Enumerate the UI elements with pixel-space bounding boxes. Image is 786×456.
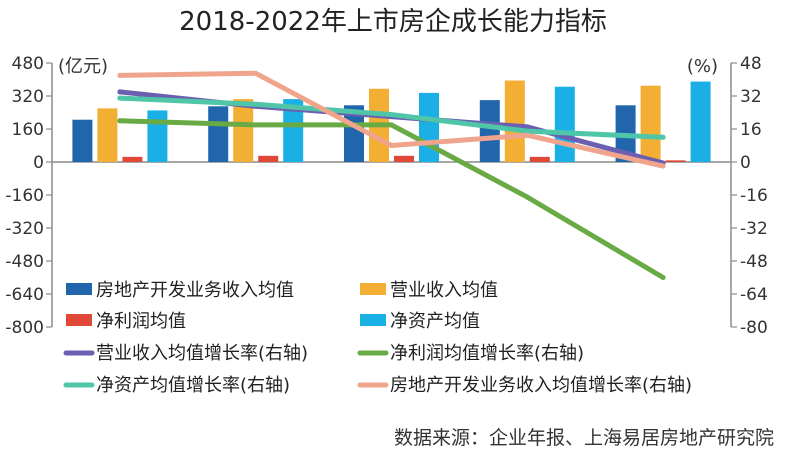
left-tick-label: -800 xyxy=(5,318,44,338)
bar-series-4-2020 xyxy=(419,92,439,162)
line-point-4-2021 xyxy=(524,132,530,138)
bar-series-1-2020 xyxy=(344,105,364,162)
source-note: 数据来源：企业年报、上海易居房地产研究院 xyxy=(394,427,774,449)
left-tick-label: 0 xyxy=(33,153,44,173)
right-tick-label: 48 xyxy=(740,54,762,74)
bar-series-1-2021 xyxy=(479,100,500,162)
bar-series-2-2019 xyxy=(233,99,254,162)
bar-series-4-2019 xyxy=(283,99,304,162)
left-axis-unit: (亿元) xyxy=(58,56,108,77)
right-tick-label: 0 xyxy=(740,153,751,173)
right-tick-label: -80 xyxy=(740,318,768,338)
line-point-3-2020 xyxy=(389,112,394,118)
legend-swatch-bar-3 xyxy=(66,314,92,326)
legend-swatch-bar-2 xyxy=(360,283,386,295)
lines-group xyxy=(117,70,666,280)
right-axis-unit: (%) xyxy=(687,56,718,77)
line-point-4-2020 xyxy=(389,143,394,148)
left-tick-label: 480 xyxy=(12,54,44,74)
right-tick-label: 16 xyxy=(740,120,762,140)
line-point-4-2018 xyxy=(117,72,123,78)
line-point-3-2021 xyxy=(524,128,530,134)
bar-series-3-2020 xyxy=(394,155,414,162)
line-point-3-2019 xyxy=(253,101,259,107)
bar-series-1-2018 xyxy=(72,119,93,162)
legend-label-bar-3: 净利润均值 xyxy=(96,311,186,332)
bar-series-4-2021 xyxy=(554,86,575,162)
left-tick-label: -320 xyxy=(5,219,44,239)
bar-series-2-2018 xyxy=(97,108,118,162)
legend-label-bar-1: 房地产开发业务收入均值 xyxy=(96,280,294,301)
line-point-2-2022 xyxy=(660,275,666,280)
legend-label-line-2: 净利润均值增长率(右轴) xyxy=(390,343,584,364)
bar-series-4-2018 xyxy=(147,110,168,162)
left-tick-label: -480 xyxy=(5,252,44,272)
bar-series-3-2018 xyxy=(122,156,143,162)
line-point-2-2021 xyxy=(524,194,530,200)
bar-series-3-2022 xyxy=(665,160,686,162)
line-point-1-2018 xyxy=(117,89,123,95)
chart-title: 2018-2022年上市房企成长能力指标 xyxy=(179,7,607,37)
line-point-4-2022 xyxy=(660,163,666,169)
legend-swatch-bar-1 xyxy=(66,283,92,295)
line-point-3-2018 xyxy=(117,95,123,101)
line-point-4-2019 xyxy=(253,70,259,76)
legend-label-bar-4: 净资产均值 xyxy=(390,311,480,332)
left-tick-label: 160 xyxy=(12,120,44,140)
bar-series-3-2019 xyxy=(258,155,279,162)
line-point-2-2019 xyxy=(253,122,259,128)
line-series-4 xyxy=(117,70,666,169)
legend-label-line-3: 净资产均值增长率(右轴) xyxy=(96,375,290,396)
right-tick-label: 32 xyxy=(740,87,762,107)
bar-series-1-2019 xyxy=(208,106,229,162)
bar-series-3-2021 xyxy=(529,156,550,162)
bar-series-4-2022 xyxy=(690,81,711,162)
left-tick-label: -640 xyxy=(5,285,44,305)
legend-label-bar-2: 营业收入均值 xyxy=(390,280,498,301)
line-point-2-2018 xyxy=(117,118,123,124)
bar-series-2-2021 xyxy=(504,80,525,162)
right-tick-label: -16 xyxy=(740,186,768,206)
legend-label-line-1: 营业收入均值增长率(右轴) xyxy=(96,343,308,364)
line-point-1-2021 xyxy=(524,124,530,130)
legend-swatch-bar-4 xyxy=(360,314,386,326)
line-point-3-2022 xyxy=(660,134,666,140)
right-tick-label: -64 xyxy=(740,285,768,305)
left-tick-label: 320 xyxy=(12,87,44,107)
line-point-2-2020 xyxy=(389,122,394,128)
left-tick-label: -160 xyxy=(5,186,44,206)
legend-label-line-4: 房地产开发业务收入均值增长率(右轴) xyxy=(390,375,692,396)
right-tick-label: -32 xyxy=(740,219,768,239)
bar-series-2-2022 xyxy=(640,85,661,162)
right-tick-label: -48 xyxy=(740,252,768,272)
